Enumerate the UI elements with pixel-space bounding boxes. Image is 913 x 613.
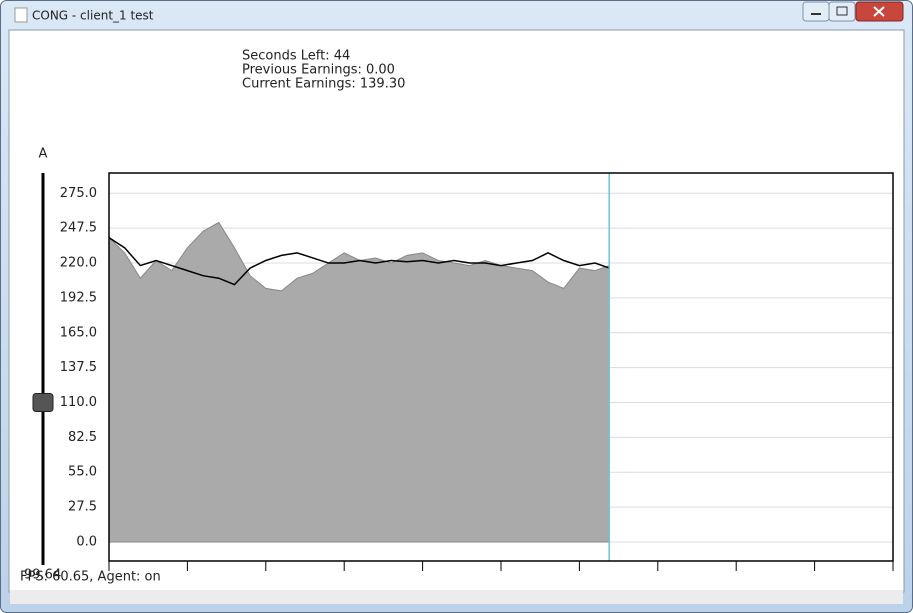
y-tick-label: 220.0 <box>60 256 97 271</box>
y-tick-label: 137.5 <box>60 360 97 375</box>
y-tick-label: 0.0 <box>76 534 97 549</box>
close-icon <box>873 6 885 17</box>
previous-earnings: Previous Earnings: 0.00 <box>242 63 395 78</box>
app-icon <box>14 7 28 23</box>
y-tick-label: 55.0 <box>68 465 97 480</box>
minimize-button[interactable] <box>802 1 830 22</box>
fps-status: FPS: 60.65, Agent: on <box>20 570 161 585</box>
y-tick-label: 82.5 <box>68 430 97 445</box>
y-tick-label: 110.0 <box>60 395 97 410</box>
slider-readout: 99.64 <box>24 568 61 583</box>
bottom-bar <box>10 590 903 604</box>
slider-thumb[interactable] <box>32 393 54 413</box>
slider-label: A <box>39 147 48 162</box>
maximize-button[interactable] <box>828 1 856 22</box>
y-tick-label: 275.0 <box>60 186 97 201</box>
current-earnings: Current Earnings: 139.30 <box>242 77 405 92</box>
maximize-icon <box>836 6 848 16</box>
seconds-left: Seconds Left: 44 <box>242 49 350 64</box>
line <box>108 237 610 286</box>
window-title: CONG - client_1 test <box>32 9 154 23</box>
y-tick-label: 247.5 <box>60 221 97 236</box>
plot-frame <box>108 172 894 562</box>
area <box>108 221 610 543</box>
y-tick-label: 165.0 <box>60 325 97 340</box>
y-tick-label: 192.5 <box>60 290 97 305</box>
y-tick-label: 27.5 <box>68 500 97 515</box>
